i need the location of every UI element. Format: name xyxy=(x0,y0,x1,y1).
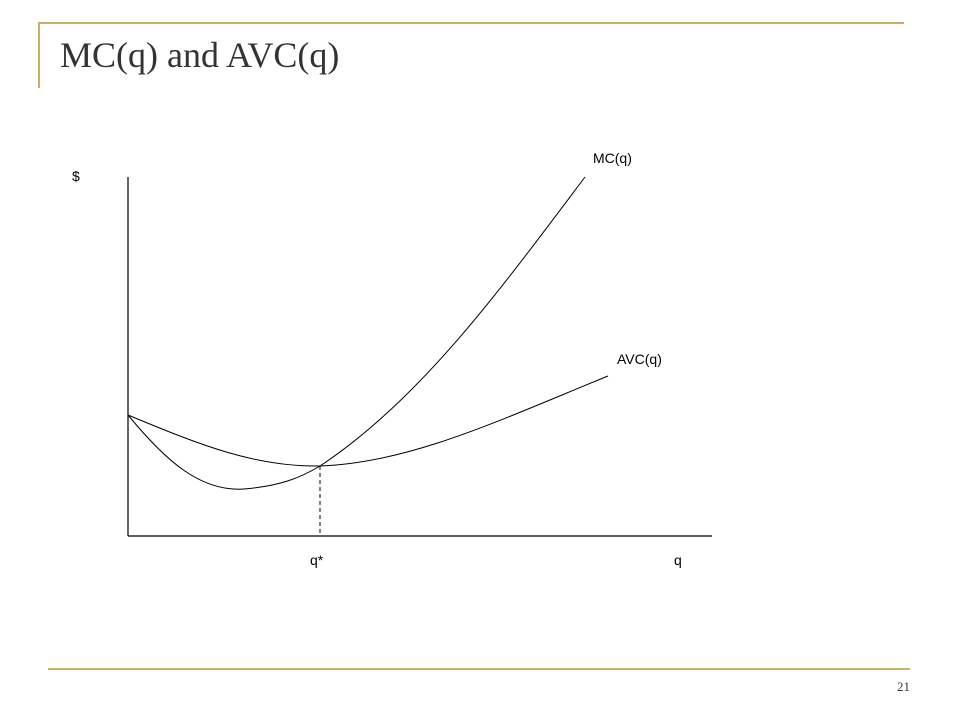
avc-curve xyxy=(127,375,609,467)
top-rule xyxy=(38,22,904,24)
x-axis-label: q xyxy=(674,552,682,568)
bottom-rule xyxy=(48,668,910,670)
slide-title: MC(q) and AVC(q) xyxy=(60,35,340,75)
page-number: 21 xyxy=(897,679,910,694)
left-rule xyxy=(38,22,40,88)
mc-curve xyxy=(127,176,586,490)
y-axis-label: $ xyxy=(72,168,80,184)
avc-curve-label: AVC(q) xyxy=(617,351,662,367)
q-star-label: q* xyxy=(310,552,324,568)
mc-curve-label: MC(q) xyxy=(593,150,632,166)
